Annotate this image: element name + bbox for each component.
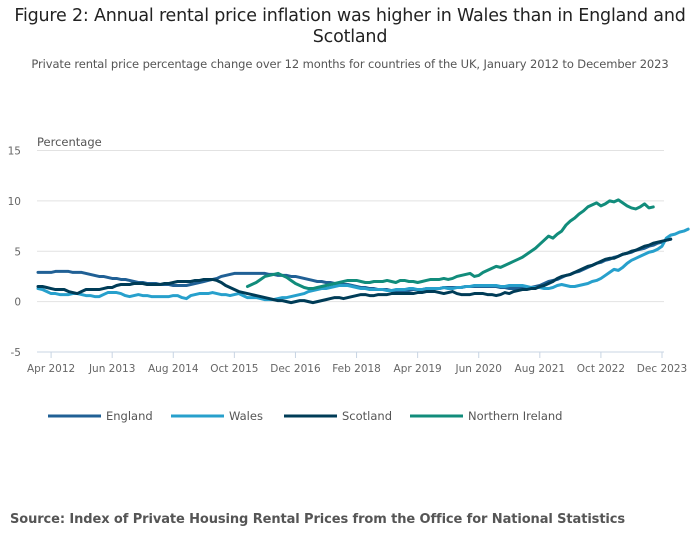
x-tick-label: Apr 2019 xyxy=(394,363,442,375)
y-axis-ticks: -5 0 5 10 15 xyxy=(8,146,21,360)
series-line-wales[interactable] xyxy=(36,227,690,302)
x-tick-label: Aug 2014 xyxy=(148,363,199,375)
source-note: Source: Index of Private Housing Rental … xyxy=(10,512,626,527)
series-line-scotland[interactable] xyxy=(36,237,673,305)
y-axis-title: Percentage xyxy=(37,135,102,149)
x-tick-label: Dec 2016 xyxy=(270,363,321,375)
legend: England Wales Scotland Northern Ireland xyxy=(48,409,562,423)
legend-item-northern-ireland[interactable]: Northern Ireland xyxy=(410,409,562,423)
gridlines xyxy=(37,150,664,303)
x-axis: Apr 2012 Jun 2013 Aug 2014 Oct 2015 Dec 2016… xyxy=(27,351,687,375)
x-tick-label: Oct 2022 xyxy=(577,363,625,375)
x-tick-label: Apr 2012 xyxy=(27,363,75,375)
legend-item-scotland[interactable]: Scotland xyxy=(284,409,392,423)
y-tick-label: 0 xyxy=(14,297,21,309)
chart-subtitle: Private rental price percentage change o… xyxy=(31,57,669,71)
x-tick-label: Aug 2021 xyxy=(515,363,566,375)
x-tick-label: Jun 2020 xyxy=(454,363,501,375)
legend-label: Northern Ireland xyxy=(468,409,562,423)
y-tick-label: 5 xyxy=(14,246,21,258)
series-line-northern-ireland[interactable] xyxy=(245,198,655,291)
legend-label: Scotland xyxy=(342,409,392,423)
y-tick-label: 15 xyxy=(8,146,21,158)
x-tick-label: Oct 2015 xyxy=(210,363,258,375)
chart-title: Figure 2: Annual rental price inflation … xyxy=(14,6,686,47)
x-tick-label: Jun 2013 xyxy=(88,363,135,375)
legend-item-england[interactable]: England xyxy=(48,409,153,423)
series-lines xyxy=(36,198,690,305)
legend-label: Wales xyxy=(229,409,263,423)
legend-item-wales[interactable]: Wales xyxy=(171,409,263,423)
x-tick-label: Feb 2018 xyxy=(332,363,381,375)
legend-label: England xyxy=(106,409,153,423)
y-tick-label: 10 xyxy=(8,196,21,208)
x-tick-label: Dec 2023 xyxy=(637,363,687,375)
y-tick-label: -5 xyxy=(11,347,21,359)
